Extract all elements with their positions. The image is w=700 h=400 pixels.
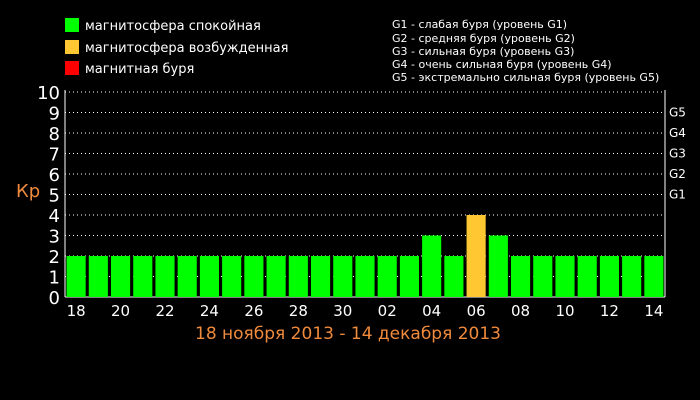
x-tick-18: 18 [67, 302, 86, 320]
bar-07 [488, 235, 508, 297]
x-tick-28: 28 [289, 302, 308, 320]
bar-24 [199, 256, 219, 297]
x-tick-04: 04 [422, 302, 441, 320]
bar-20 [111, 256, 131, 297]
y-tick-7: 7 [49, 145, 60, 166]
x-tick-08: 08 [511, 302, 530, 320]
bar-23 [177, 256, 197, 297]
legend-label-quiet: магнитосфера спокойная [85, 19, 261, 34]
g-level-g1: G1 [669, 188, 686, 202]
color-legend: магнитосфера спокойная магнитосфера возб… [65, 18, 288, 77]
x-tick-30: 30 [333, 302, 352, 320]
x-tick-02: 02 [378, 302, 397, 320]
bar-22 [155, 256, 175, 297]
bar-09 [533, 256, 553, 297]
y-tick-8: 8 [49, 124, 60, 145]
g-level-g2: G2 [669, 167, 686, 181]
storm-legend-g1: G1 - слабая буря (уровень G1) [392, 18, 567, 31]
storm-legend-g2: G2 - средняя буря (уровень G2) [392, 32, 575, 45]
bar-02 [377, 256, 397, 297]
bar-10 [555, 256, 575, 297]
storm-legend-g4: G4 - очень сильная буря (уровень G4) [392, 58, 612, 71]
y-tick-2: 2 [49, 247, 60, 268]
x-tick-22: 22 [155, 302, 174, 320]
y-tick-9: 9 [49, 104, 60, 125]
y-tick-10: 10 [37, 83, 60, 104]
bar-14 [644, 256, 664, 297]
bar-05 [444, 256, 464, 297]
y-tick-1: 1 [49, 268, 60, 289]
bar-03 [399, 256, 419, 297]
bar-08 [511, 256, 531, 297]
bar-18 [66, 256, 86, 297]
bar-04 [422, 235, 442, 297]
x-tick-26: 26 [244, 302, 263, 320]
legend-swatch-quiet [65, 18, 79, 32]
storm-level-legend: G1 - слабая буря (уровень G1) G2 - средн… [392, 18, 659, 84]
date-range-subtitle: 18 ноября 2013 - 14 декабря 2013 [195, 324, 501, 344]
bar-11 [577, 256, 597, 297]
bar-25 [222, 256, 242, 297]
bar-29 [311, 256, 331, 297]
x-tick-06: 06 [467, 302, 486, 320]
x-tick-20: 20 [111, 302, 130, 320]
legend-swatch-storm [65, 61, 79, 75]
bar-28 [288, 256, 308, 297]
legend-swatch-active [65, 40, 79, 54]
storm-legend-g5: G5 - экстремально сильная буря (уровень … [392, 71, 659, 84]
bar-21 [133, 256, 153, 297]
g-level-g4: G4 [669, 126, 686, 140]
bar-12 [599, 256, 619, 297]
bar-19 [88, 256, 108, 297]
x-tick-14: 14 [644, 302, 663, 320]
y-tick-4: 4 [49, 206, 60, 227]
g-level-g5: G5 [669, 106, 686, 120]
bar-27 [266, 256, 286, 297]
g-level-g3: G3 [669, 147, 686, 161]
y-axis-label: Кp [16, 181, 40, 202]
legend-label-active: магнитосфера возбужденная [85, 41, 288, 56]
bar-06 [466, 215, 486, 297]
bar-26 [244, 256, 264, 297]
bar-30 [333, 256, 353, 297]
y-tick-0: 0 [49, 288, 60, 309]
bar-01 [355, 256, 375, 297]
y-tick-3: 3 [49, 227, 60, 248]
y-tick-6: 6 [49, 165, 60, 186]
storm-legend-g3: G3 - сильная буря (уровень G3) [392, 45, 574, 58]
legend-label-storm: магнитная буря [85, 62, 194, 77]
y-tick-5: 5 [49, 186, 60, 207]
x-tick-24: 24 [200, 302, 219, 320]
x-tick-12: 12 [600, 302, 619, 320]
bar-13 [622, 256, 642, 297]
x-tick-10: 10 [555, 302, 574, 320]
